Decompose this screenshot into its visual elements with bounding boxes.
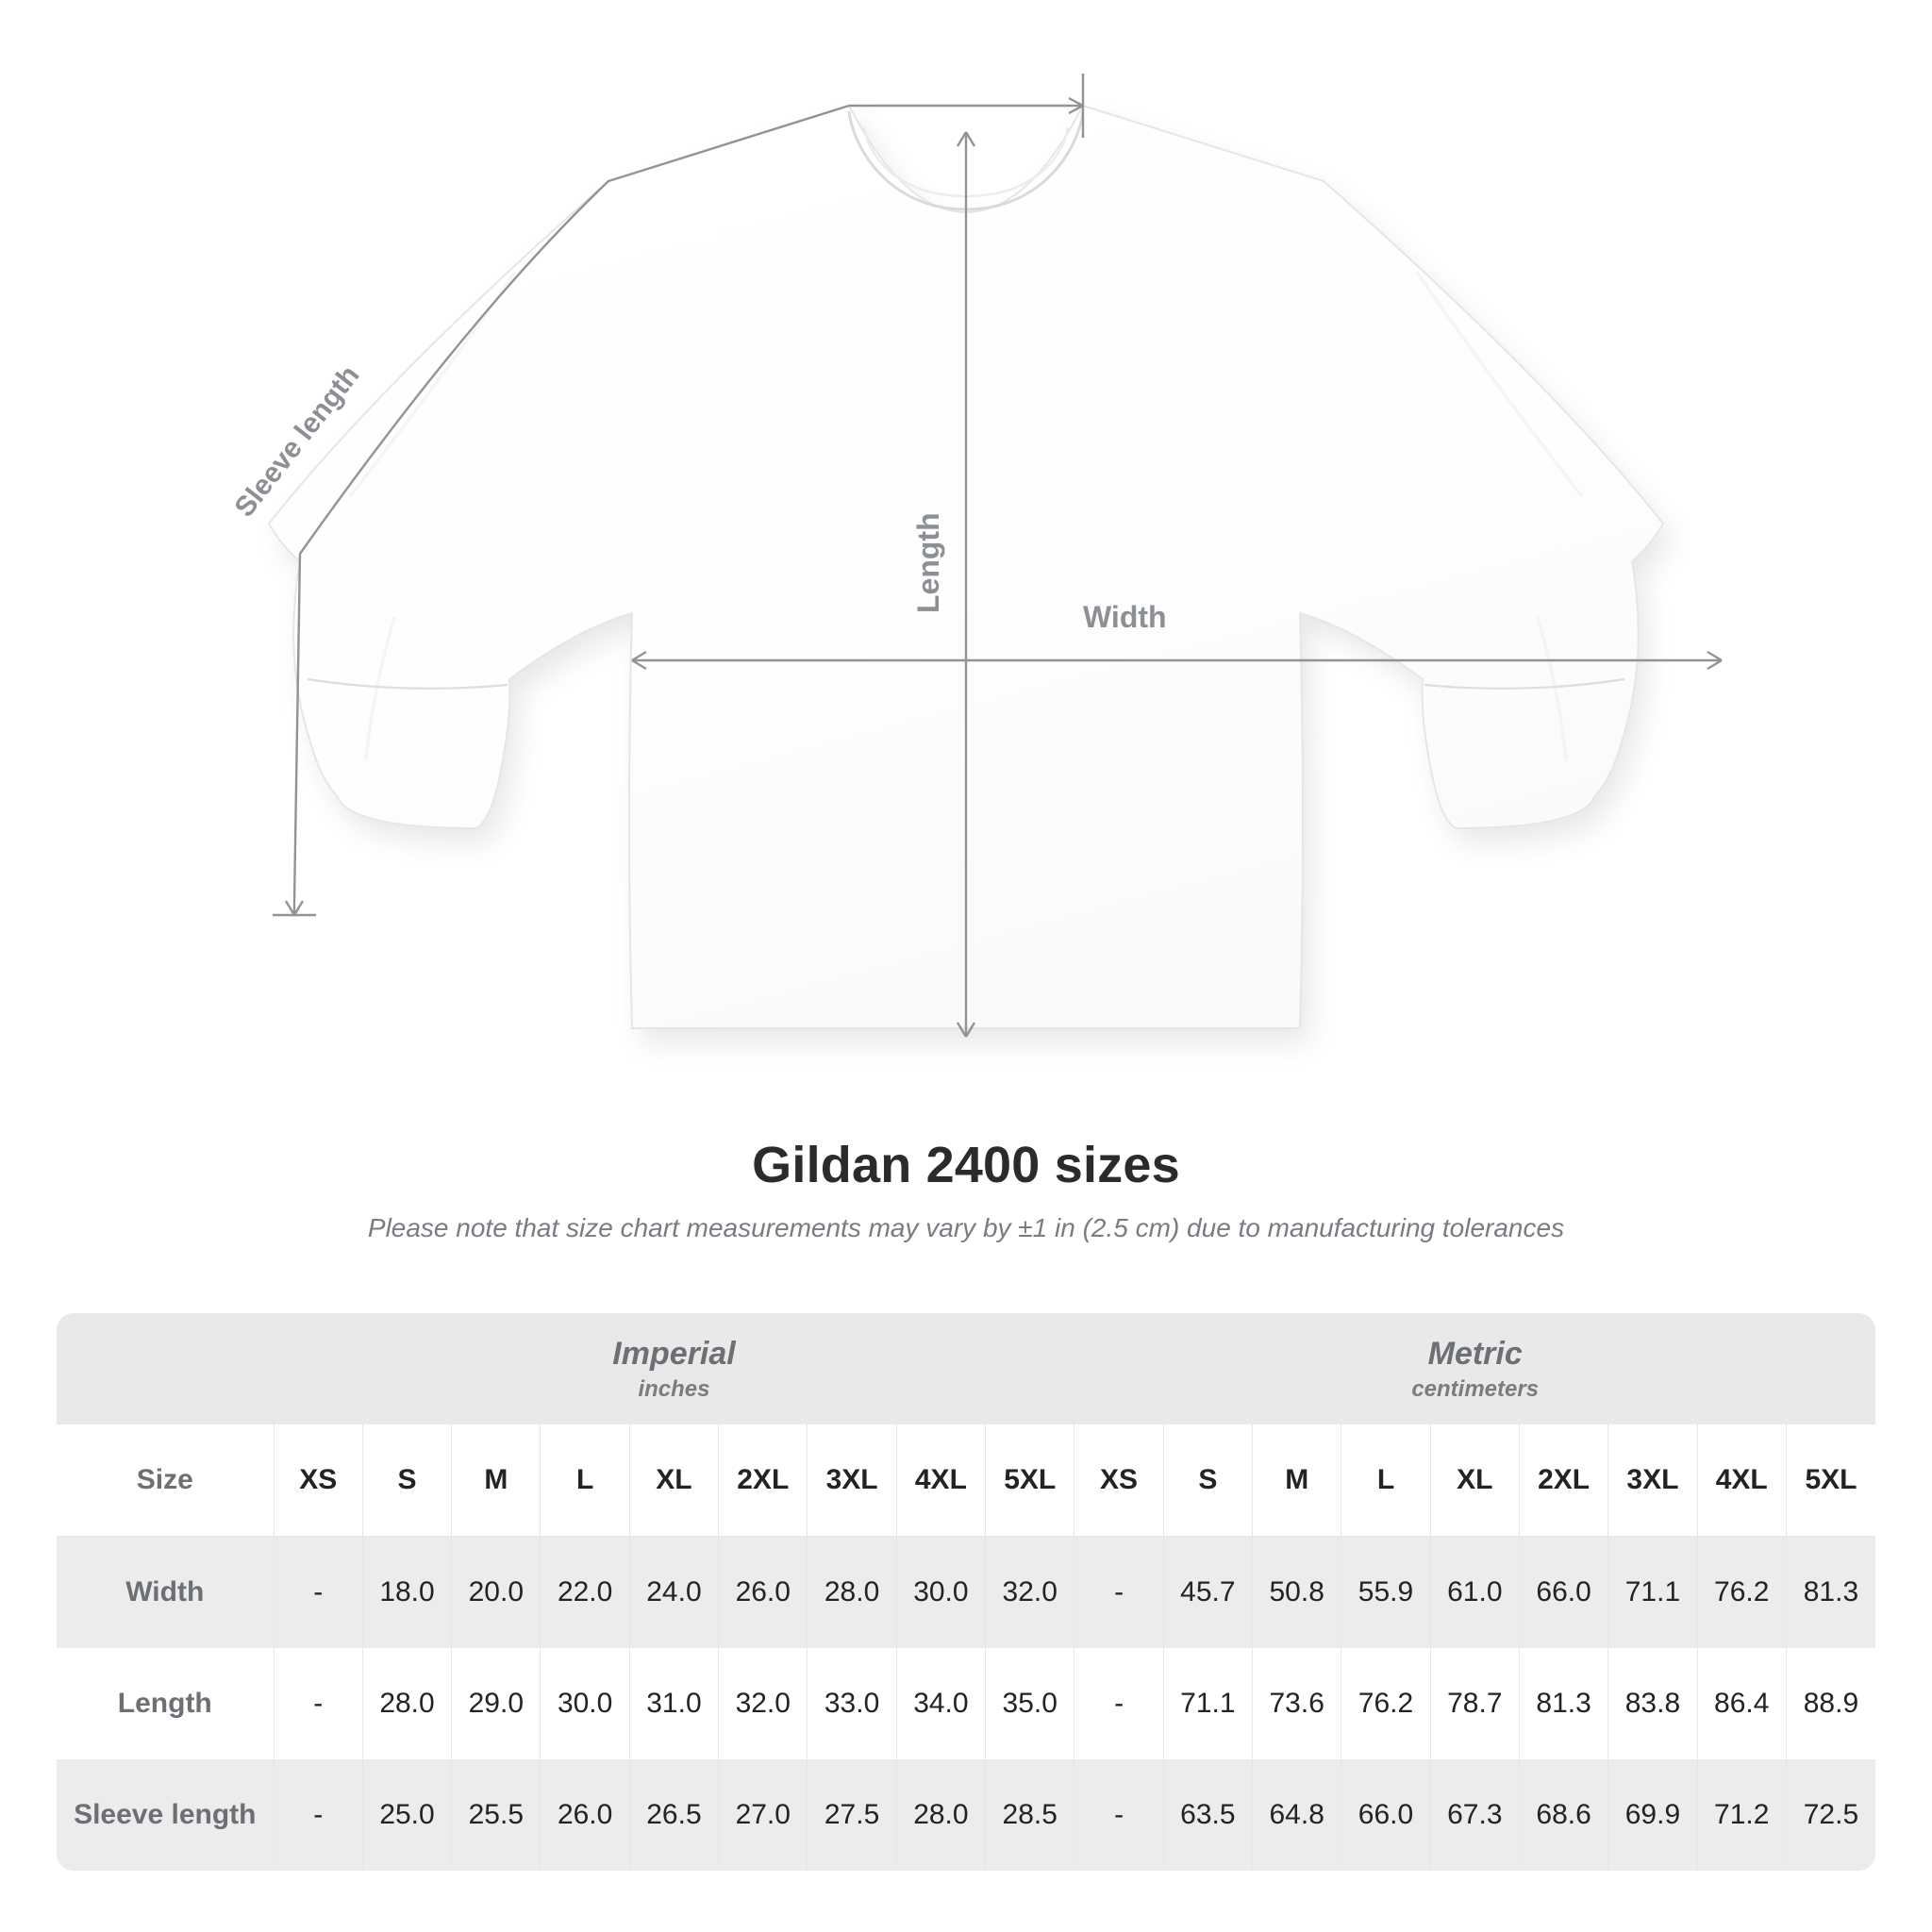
svg-text:Width: Width	[1083, 600, 1167, 634]
svg-text:Length: Length	[911, 512, 945, 613]
